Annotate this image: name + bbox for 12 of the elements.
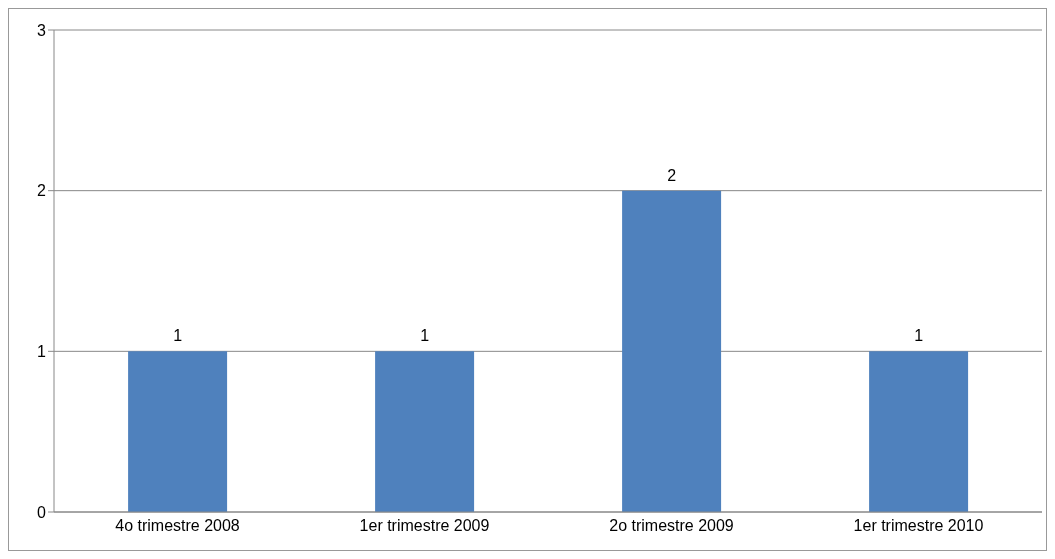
x-tick-label: 1er trimestre 2009 xyxy=(359,517,490,535)
y-tick-label: 0 xyxy=(37,503,47,521)
y-tick-label: 2 xyxy=(37,182,47,200)
x-tick-label: 4o trimestre 2008 xyxy=(115,517,240,535)
data-label: 1 xyxy=(914,327,924,345)
data-label: 1 xyxy=(173,327,183,345)
y-tick-label: 3 xyxy=(37,21,47,39)
data-label: 1 xyxy=(420,327,430,345)
data-label: 2 xyxy=(667,166,677,184)
x-tick-label: 1er trimestre 2010 xyxy=(853,517,984,535)
x-tick-label: 2o trimestre 2009 xyxy=(609,517,734,535)
y-tick-label: 1 xyxy=(37,343,47,361)
